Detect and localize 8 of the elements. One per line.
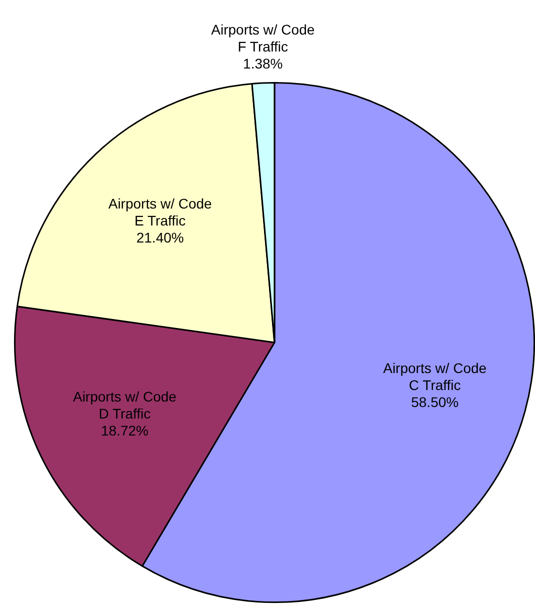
data-label: 21.40% bbox=[136, 230, 184, 246]
data-label: 18.72% bbox=[100, 422, 148, 438]
slice-label: Airports w/ Code C Traffic bbox=[383, 360, 487, 394]
slice-label: Airports w/ Code D Traffic bbox=[72, 388, 177, 422]
data-label: 58.50% bbox=[411, 394, 459, 410]
slice-label: Airports w/ Code E Traffic bbox=[108, 196, 212, 229]
data-label: 1.38% bbox=[243, 55, 283, 72]
slice-label: Airports w/ Code F Traffic bbox=[211, 21, 315, 54]
